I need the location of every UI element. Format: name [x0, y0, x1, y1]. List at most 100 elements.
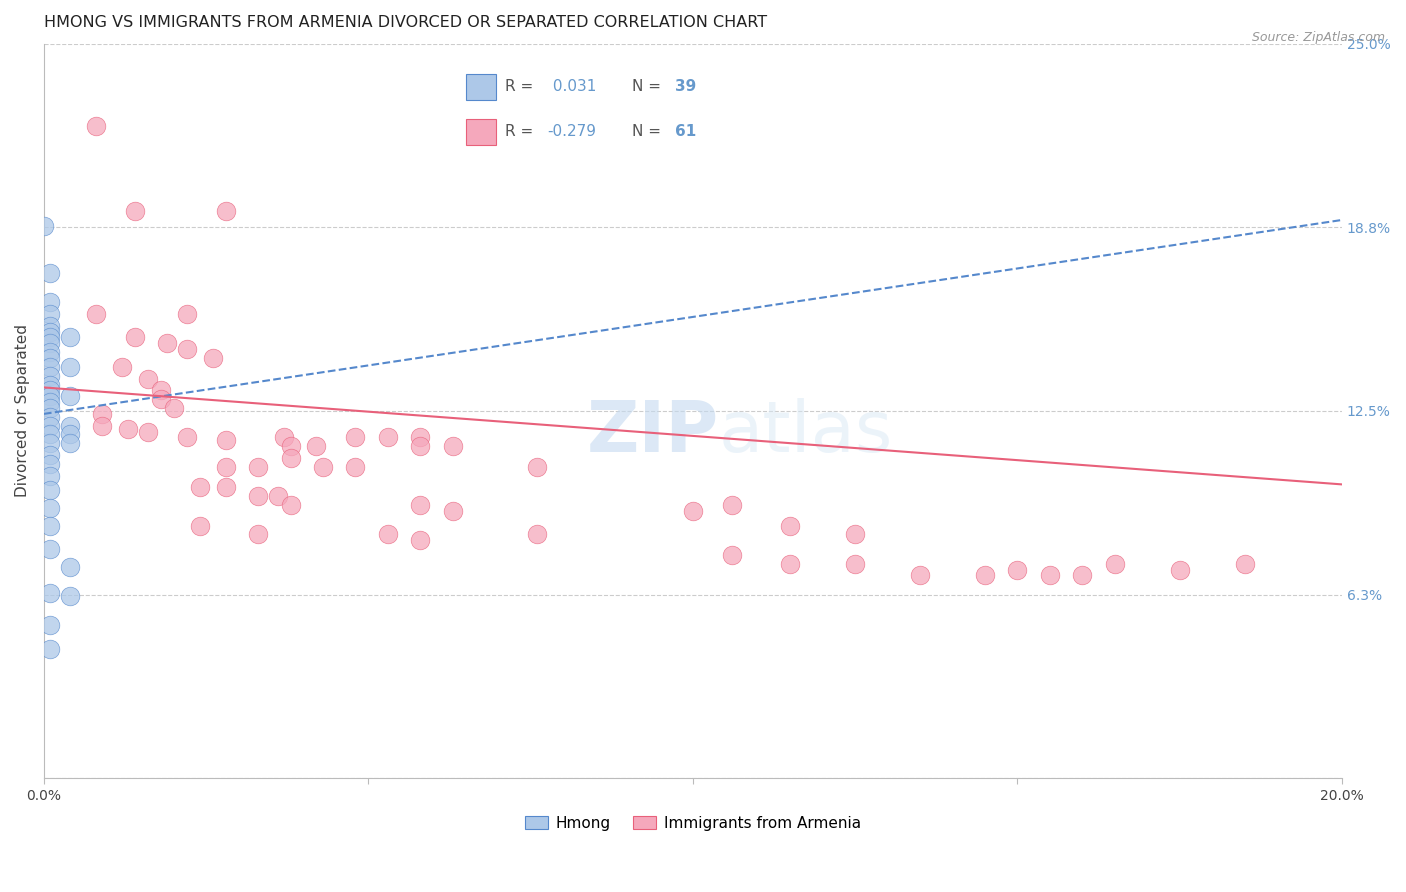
Point [39, 457, 62, 471]
Point [305, 439, 328, 453]
Point [377, 430, 399, 444]
Point [117, 421, 139, 435]
Point [39, 483, 62, 498]
Point [201, 351, 224, 365]
FancyBboxPatch shape [465, 74, 496, 100]
Point [124, 204, 146, 219]
Point [39, 368, 62, 383]
Point [39, 542, 62, 557]
Point [526, 459, 548, 474]
Point [377, 527, 399, 541]
Point [39, 351, 62, 365]
Text: ZIP: ZIP [586, 399, 718, 467]
Point [721, 548, 744, 562]
Point [779, 518, 801, 533]
Point [39, 395, 62, 409]
Point [91, 407, 114, 421]
Point [39, 418, 62, 433]
Point [280, 439, 302, 453]
Point [188, 518, 211, 533]
Point [91, 418, 114, 433]
Point [59, 389, 82, 403]
Point [247, 527, 270, 541]
Point [124, 330, 146, 344]
Point [84, 307, 107, 321]
Point [136, 371, 159, 385]
Point [39, 389, 62, 403]
Text: R =: R = [505, 124, 533, 139]
Point [1104, 557, 1126, 571]
Point [176, 307, 198, 321]
Point [682, 504, 704, 518]
Point [59, 418, 82, 433]
Point [39, 518, 62, 533]
Point [844, 557, 866, 571]
Point [59, 436, 82, 450]
Point [39, 330, 62, 344]
Text: Source: ZipAtlas.com: Source: ZipAtlas.com [1251, 31, 1385, 45]
Point [39, 345, 62, 359]
Point [1039, 568, 1062, 582]
Point [39, 336, 62, 351]
Point [39, 401, 62, 415]
Point [59, 589, 82, 603]
Point [409, 439, 432, 453]
Point [39, 295, 62, 310]
Point [1071, 568, 1094, 582]
Point [39, 266, 62, 280]
Point [59, 427, 82, 442]
Point [344, 459, 367, 474]
Point [39, 307, 62, 321]
Point [32, 219, 55, 233]
Point [247, 459, 270, 474]
Point [908, 568, 931, 582]
Point [39, 359, 62, 374]
Legend: Hmong, Immigrants from Armenia: Hmong, Immigrants from Armenia [519, 809, 868, 837]
Y-axis label: Divorced or Separated: Divorced or Separated [15, 325, 30, 498]
Text: R =: R = [505, 79, 533, 95]
Point [1233, 557, 1256, 571]
Point [844, 527, 866, 541]
Point [974, 568, 997, 582]
Point [266, 489, 288, 503]
Point [280, 498, 302, 512]
Point [176, 343, 198, 357]
Point [188, 480, 211, 494]
Text: N =: N = [633, 79, 661, 95]
Point [441, 439, 464, 453]
Point [84, 119, 107, 133]
Text: -0.279: -0.279 [547, 124, 596, 139]
Point [39, 500, 62, 515]
Point [39, 586, 62, 600]
Point [214, 204, 236, 219]
FancyBboxPatch shape [465, 119, 496, 145]
Point [312, 459, 335, 474]
Point [721, 498, 744, 512]
Point [39, 325, 62, 339]
Point [39, 318, 62, 333]
Point [39, 409, 62, 424]
Point [441, 504, 464, 518]
Text: HMONG VS IMMIGRANTS FROM ARMENIA DIVORCED OR SEPARATED CORRELATION CHART: HMONG VS IMMIGRANTS FROM ARMENIA DIVORCE… [44, 15, 768, 30]
Text: 0.031: 0.031 [547, 79, 596, 95]
Point [526, 527, 548, 541]
Text: N =: N = [633, 124, 661, 139]
Point [39, 427, 62, 442]
Point [59, 330, 82, 344]
Text: 61: 61 [675, 124, 696, 139]
Point [247, 489, 270, 503]
Point [214, 434, 236, 448]
Point [136, 425, 159, 439]
Point [409, 498, 432, 512]
Point [409, 430, 432, 444]
Point [111, 359, 134, 374]
Point [149, 384, 172, 398]
Point [39, 448, 62, 462]
Point [59, 359, 82, 374]
Point [1007, 563, 1029, 577]
Point [1168, 563, 1191, 577]
Point [156, 336, 179, 351]
Point [214, 480, 236, 494]
Point [163, 401, 186, 415]
Point [39, 642, 62, 657]
